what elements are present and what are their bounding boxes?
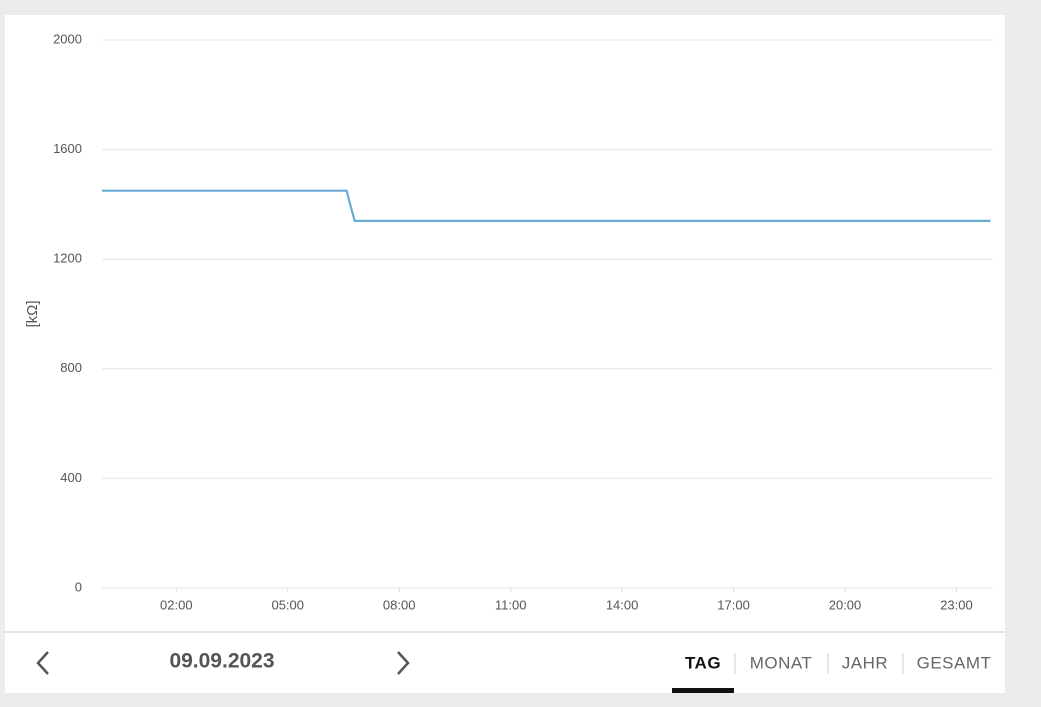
y-tick-label: 1600 bbox=[53, 141, 82, 156]
x-tick-label: 08:00 bbox=[383, 597, 416, 612]
y-tick-label: 0 bbox=[75, 579, 82, 594]
date-label: 09.09.2023 bbox=[169, 650, 274, 673]
prev-day-button[interactable] bbox=[36, 651, 49, 675]
y-tick-label: 800 bbox=[60, 360, 82, 375]
next-day-button[interactable] bbox=[397, 651, 410, 675]
card bbox=[5, 15, 1005, 693]
x-tick-label: 05:00 bbox=[271, 597, 304, 612]
x-tick-label: 11:00 bbox=[495, 597, 527, 612]
active-tab-indicator bbox=[672, 688, 734, 693]
tab[interactable]: TAG bbox=[685, 653, 721, 672]
y-tick-label: 1200 bbox=[53, 251, 82, 266]
tab[interactable]: JAHR bbox=[842, 653, 888, 672]
x-tick-label: 17:00 bbox=[717, 597, 750, 612]
y-axis-label: [kΩ] bbox=[24, 300, 41, 327]
data-line bbox=[102, 189, 991, 222]
y-tick-label: 400 bbox=[60, 470, 82, 485]
x-tick-label: 20:00 bbox=[829, 597, 862, 612]
tab[interactable]: MONAT bbox=[750, 653, 813, 672]
x-tick-label: 14:00 bbox=[606, 597, 639, 612]
plot: 0 400 800 1200 1600 2000 02:00 05:00 08:00 11:00 1… bbox=[53, 31, 993, 612]
tab[interactable]: GESAMT bbox=[917, 653, 992, 672]
y-tick-label: 2000 bbox=[53, 31, 82, 46]
x-tick-label: 02:00 bbox=[160, 597, 193, 612]
x-tick-label: 23:00 bbox=[940, 597, 973, 612]
